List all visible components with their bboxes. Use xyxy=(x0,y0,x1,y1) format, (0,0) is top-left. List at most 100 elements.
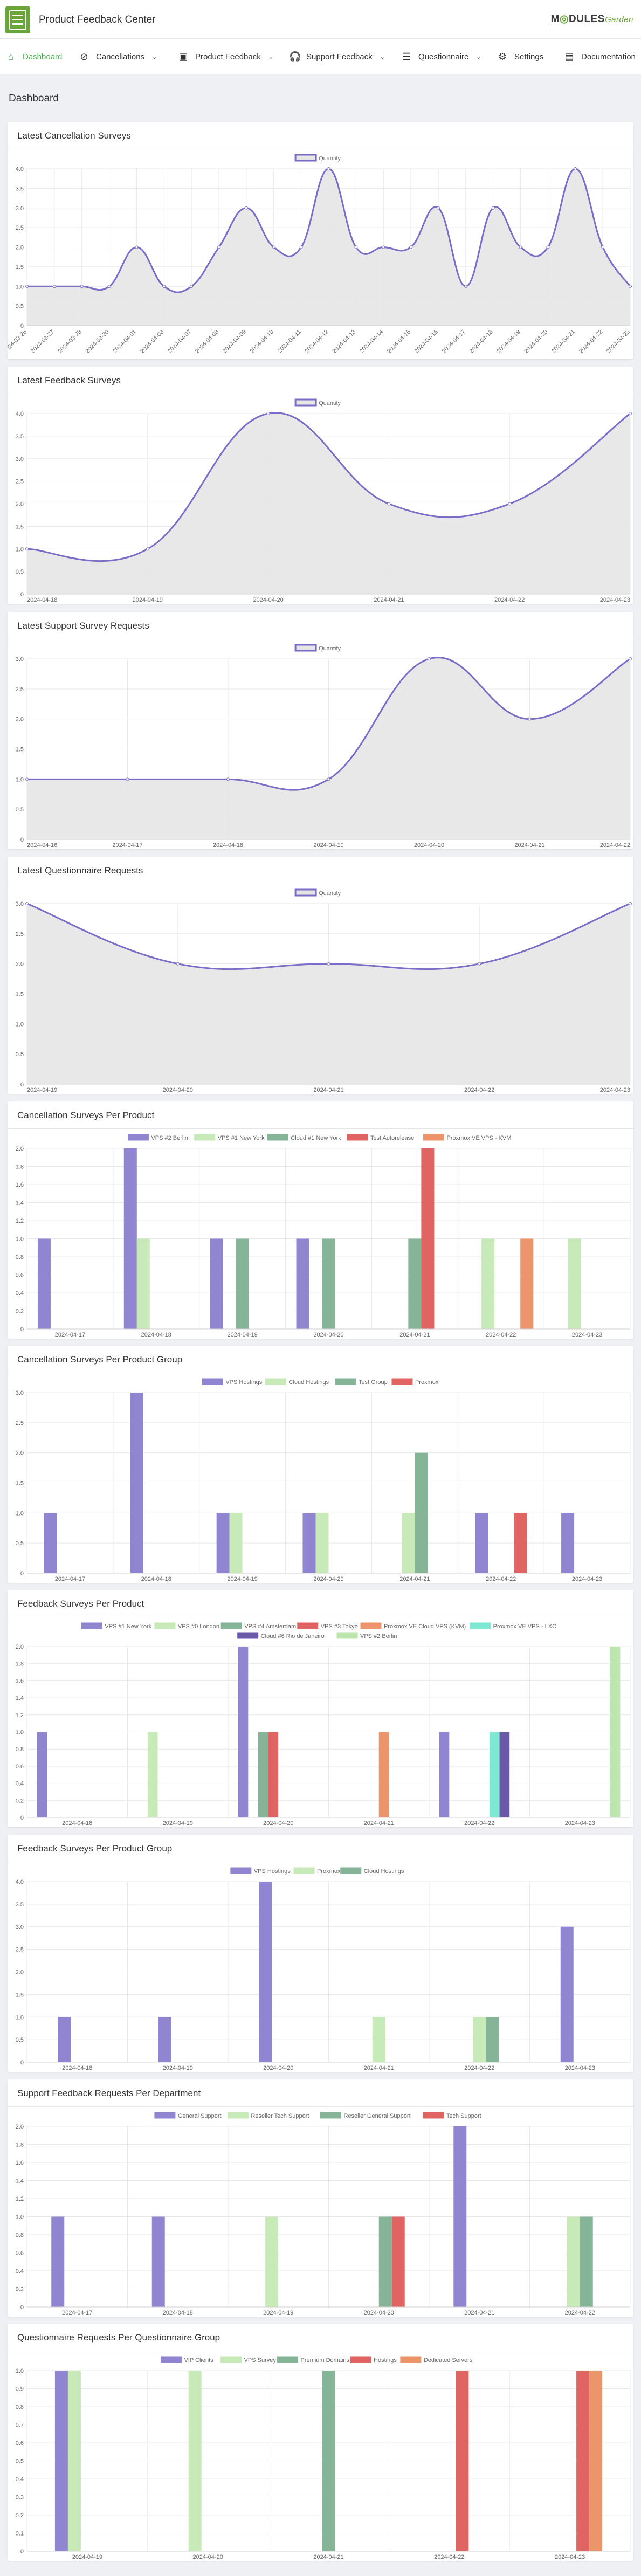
bar[interactable] xyxy=(130,1393,143,1573)
legend-label[interactable]: Cloud #1 New York xyxy=(291,1135,341,1141)
data-point[interactable] xyxy=(244,206,248,210)
bar[interactable] xyxy=(456,2371,469,2551)
data-point[interactable] xyxy=(327,962,330,966)
legend-swatch[interactable] xyxy=(320,2112,341,2119)
legend-swatch[interactable] xyxy=(220,1622,242,1629)
bar[interactable] xyxy=(302,1513,316,1573)
data-point[interactable] xyxy=(519,245,522,249)
bar[interactable] xyxy=(136,1238,150,1330)
legend-swatch[interactable] xyxy=(267,1134,288,1141)
legend-label[interactable]: Proxmox VE VPS - KVM xyxy=(447,1135,512,1141)
legend-label[interactable]: VPS #2 Berlin xyxy=(360,1633,397,1640)
legend-label[interactable]: VPS #0 London xyxy=(178,1623,219,1630)
legend-swatch[interactable] xyxy=(293,1867,315,1874)
data-point[interactable] xyxy=(629,285,632,288)
legend-label[interactable]: VPS #4 Amsterdam xyxy=(244,1623,296,1630)
bar[interactable] xyxy=(408,1238,422,1330)
bar[interactable] xyxy=(567,2216,580,2308)
legend-swatch[interactable] xyxy=(423,2112,444,2119)
nav-dashboard[interactable]: ⌂ Dashboard xyxy=(5,39,63,74)
legend-label[interactable]: Proxmox VE VPS - LXC xyxy=(493,1623,556,1630)
legend-label[interactable]: Cloud Hostings xyxy=(289,1379,329,1386)
data-point[interactable] xyxy=(272,245,275,249)
legend-label[interactable]: Proxmox xyxy=(415,1379,439,1386)
bar[interactable] xyxy=(561,1513,575,1573)
bar[interactable] xyxy=(499,1732,510,1818)
bar[interactable] xyxy=(37,1732,47,1818)
legend-swatch[interactable] xyxy=(347,1134,368,1141)
legend-label[interactable]: Test Autorelease xyxy=(370,1135,414,1141)
bar[interactable] xyxy=(54,2371,68,2551)
app-logo[interactable] xyxy=(5,6,30,33)
bar[interactable] xyxy=(258,1732,268,1818)
bar[interactable] xyxy=(473,2017,486,2062)
legend-label[interactable]: Cloud Hostings xyxy=(364,1868,404,1875)
bar[interactable] xyxy=(58,2017,71,2062)
bar[interactable] xyxy=(158,2017,171,2062)
data-point[interactable] xyxy=(217,245,221,249)
bar[interactable] xyxy=(402,1513,415,1573)
legend-label[interactable]: Reseller Tech Support xyxy=(251,2113,309,2119)
bar[interactable] xyxy=(520,1238,534,1330)
legend-label[interactable]: Dedicated Servers xyxy=(424,2357,473,2364)
brand-logo[interactable]: M◎DULESGarden xyxy=(551,13,633,25)
legend-swatch[interactable] xyxy=(265,1378,287,1385)
data-point[interactable] xyxy=(162,285,166,288)
bar[interactable] xyxy=(610,1647,621,1817)
bar[interactable] xyxy=(439,1732,450,1818)
bar[interactable] xyxy=(514,1513,527,1573)
legend-label[interactable]: Proxmox VE Cloud VPS (KVM) xyxy=(384,1623,466,1630)
data-point[interactable] xyxy=(491,206,495,210)
bar[interactable] xyxy=(210,1238,223,1330)
legend-label[interactable]: Proxmox xyxy=(317,1868,341,1875)
bar[interactable] xyxy=(147,1732,158,1818)
bar[interactable] xyxy=(188,2371,202,2551)
legend-swatch[interactable] xyxy=(154,1622,176,1629)
legend-label[interactable]: Quantity xyxy=(319,645,341,652)
data-point[interactable] xyxy=(546,245,550,249)
bar[interactable] xyxy=(481,1238,495,1330)
data-point[interactable] xyxy=(382,245,385,249)
bar[interactable] xyxy=(216,1513,230,1573)
legend-label[interactable]: General Support xyxy=(178,2113,222,2119)
legend-swatch[interactable] xyxy=(294,888,317,897)
data-point[interactable] xyxy=(464,285,467,288)
bar[interactable] xyxy=(51,2216,65,2308)
data-point[interactable] xyxy=(80,285,84,288)
nav-settings[interactable]: ⚙ Settings xyxy=(497,39,543,74)
legend-label[interactable]: VPS Hostings xyxy=(225,1379,262,1386)
legend-label[interactable]: Tech Support xyxy=(446,2113,481,2119)
legend-label[interactable]: Quantity xyxy=(319,155,341,162)
bar[interactable] xyxy=(415,1452,428,1573)
legend-swatch[interactable] xyxy=(335,1378,356,1385)
legend-swatch[interactable] xyxy=(294,154,317,162)
legend-swatch[interactable] xyxy=(423,1134,445,1141)
bar[interactable] xyxy=(489,1732,500,1818)
bar[interactable] xyxy=(322,1238,335,1330)
data-point[interactable] xyxy=(226,777,230,781)
data-point[interactable] xyxy=(107,285,111,288)
legend-label[interactable]: VPS #3 Tokyo xyxy=(321,1623,358,1630)
data-point[interactable] xyxy=(299,245,303,249)
legend-label[interactable]: VPS #2 Berlin xyxy=(151,1135,188,1141)
legend-label[interactable]: Test Group xyxy=(359,1379,388,1386)
legend-swatch[interactable] xyxy=(294,644,317,652)
legend-swatch[interactable] xyxy=(350,2356,371,2363)
legend-label[interactable]: Quantity xyxy=(319,890,341,897)
bar[interactable] xyxy=(123,1148,137,1329)
bar[interactable] xyxy=(391,2216,405,2308)
legend-label[interactable]: VPS #1 New York xyxy=(218,1135,265,1141)
bar[interactable] xyxy=(453,2126,467,2307)
legend-label[interactable]: VPS Hostings xyxy=(254,1868,291,1875)
legend-swatch[interactable] xyxy=(160,2356,182,2363)
data-point[interactable] xyxy=(574,167,577,170)
bar[interactable] xyxy=(322,2371,335,2551)
bar[interactable] xyxy=(589,2371,603,2551)
data-point[interactable] xyxy=(436,206,440,210)
data-point[interactable] xyxy=(52,285,56,288)
bar[interactable] xyxy=(67,2371,81,2551)
nav-questionnaire[interactable]: ☰ Questionnaire ⌄ xyxy=(401,39,481,74)
legend-swatch[interactable] xyxy=(391,1378,413,1385)
bar[interactable] xyxy=(378,2216,392,2308)
bar[interactable] xyxy=(296,1238,309,1330)
